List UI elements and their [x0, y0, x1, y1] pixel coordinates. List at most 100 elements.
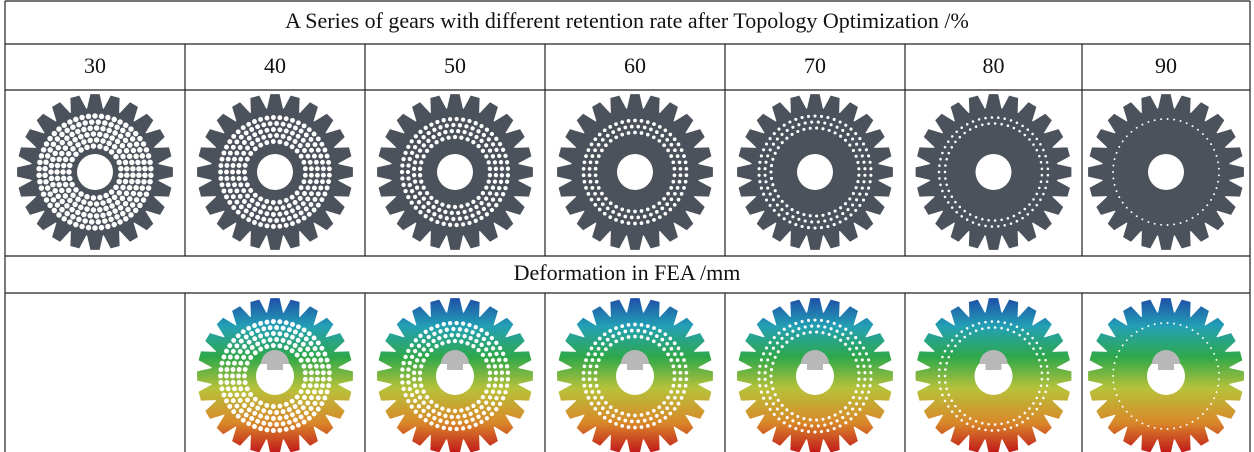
lattice-hole — [72, 202, 77, 207]
lattice-hole — [815, 418, 818, 421]
lattice-hole — [305, 347, 310, 352]
lattice-hole — [839, 339, 842, 342]
lattice-hole — [809, 127, 812, 130]
lattice-hole — [67, 176, 72, 181]
lattice-hole — [587, 148, 591, 152]
lattice-hole — [309, 202, 314, 207]
lattice-hole — [589, 384, 593, 388]
lattice-hole — [245, 361, 250, 366]
lattice-hole — [1114, 158, 1116, 160]
lattice-hole — [947, 344, 950, 347]
lattice-hole — [591, 186, 595, 190]
lattice-hole — [1039, 402, 1042, 405]
fea-gear — [197, 298, 353, 452]
lattice-hole — [469, 132, 473, 136]
lattice-hole — [587, 352, 591, 356]
lattice-hole — [1010, 222, 1013, 225]
lattice-hole — [97, 132, 102, 137]
lattice-hole — [582, 167, 586, 171]
lattice-hole — [673, 352, 677, 356]
lattice-hole — [960, 419, 963, 422]
lattice-hole — [456, 211, 460, 215]
lattice-hole — [640, 335, 644, 339]
lattice-hole — [614, 326, 618, 330]
lattice-hole — [84, 132, 89, 137]
lattice-hole — [258, 347, 263, 352]
lattice-hole — [287, 340, 292, 345]
lattice-hole — [264, 415, 269, 420]
lattice-hole — [227, 139, 232, 144]
lattice-hole — [319, 197, 324, 202]
lattice-hole — [131, 191, 136, 196]
lattice-hole — [484, 154, 488, 158]
lattice-hole — [665, 406, 669, 410]
lattice-hole — [583, 180, 587, 184]
gear-body — [1088, 298, 1244, 452]
lattice-hole — [258, 426, 263, 431]
lattice-hole — [785, 408, 788, 411]
lattice-hole — [856, 161, 859, 164]
lattice-hole — [56, 182, 61, 187]
lattice-hole — [938, 375, 941, 378]
lattice-hole — [421, 409, 425, 413]
lattice-hole — [677, 143, 681, 147]
lattice-hole — [807, 430, 810, 433]
lattice-hole — [484, 185, 488, 189]
lattice-hole — [264, 332, 269, 337]
lattice-hole — [412, 167, 416, 171]
lattice-hole — [277, 139, 282, 144]
lattice-hole — [56, 194, 61, 199]
lattice-hole — [606, 134, 610, 138]
lattice-hole — [454, 321, 458, 325]
lattice-hole — [858, 408, 861, 411]
lattice-hole — [1216, 391, 1218, 393]
lattice-hole — [467, 119, 471, 123]
lattice-hole — [1039, 347, 1042, 350]
lattice-hole — [56, 145, 61, 150]
lattice-hole — [408, 157, 412, 161]
lattice-hole — [640, 131, 644, 135]
lattice-hole — [249, 212, 254, 217]
lattice-hole — [1167, 322, 1169, 324]
lattice-hole — [309, 173, 314, 178]
lattice-hole — [593, 396, 597, 400]
lattice-hole — [1147, 221, 1149, 223]
lattice-hole — [802, 213, 805, 216]
lattice-hole — [869, 365, 872, 368]
lattice-hole — [623, 419, 627, 423]
lattice-hole — [987, 423, 990, 426]
lattice-hole — [320, 160, 325, 165]
lattice-hole — [772, 347, 775, 350]
lattice-hole — [823, 423, 826, 426]
lattice-hole — [764, 384, 767, 387]
lattice-hole — [1047, 168, 1050, 171]
lattice-hole — [137, 147, 142, 152]
lattice-hole — [978, 427, 981, 430]
lattice-hole — [501, 148, 505, 152]
lattice-hole — [400, 170, 404, 174]
lattice-hole — [673, 203, 677, 207]
lattice-hole — [109, 135, 114, 140]
lattice-hole — [467, 221, 471, 225]
lattice-hole — [839, 135, 842, 138]
lattice-hole — [234, 200, 239, 205]
lattice-hole — [129, 179, 134, 184]
lattice-hole — [791, 208, 794, 211]
lattice-hole — [494, 407, 498, 411]
lattice-hole — [497, 358, 501, 362]
lattice-hole — [220, 361, 225, 366]
lattice-hole — [231, 163, 236, 168]
lattice-hole — [663, 128, 667, 132]
lattice-hole — [487, 202, 491, 206]
lattice-hole — [828, 129, 831, 132]
lattice-hole — [854, 132, 857, 135]
lattice-hole — [476, 348, 480, 352]
lattice-hole — [459, 204, 463, 208]
lattice-hole — [771, 158, 774, 161]
lattice-hole — [499, 364, 503, 368]
lattice-hole — [137, 136, 142, 141]
lattice-hole — [265, 320, 270, 325]
lattice-hole — [325, 185, 330, 190]
lattice-hole — [94, 125, 99, 130]
lattice-hole — [601, 202, 605, 206]
